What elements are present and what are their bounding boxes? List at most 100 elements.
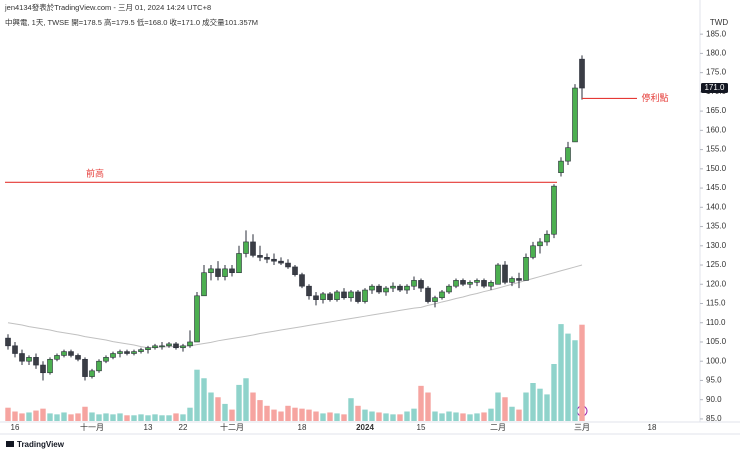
volume-bar — [117, 413, 123, 421]
candle-body — [5, 337, 11, 347]
candle-body — [26, 357, 32, 362]
candle-body — [236, 253, 242, 274]
y-tick-label: 145.0 — [706, 183, 727, 192]
candle-body — [565, 147, 571, 162]
volume-bar — [201, 378, 207, 421]
candle-body — [61, 351, 67, 356]
volume-bar — [61, 412, 67, 421]
candle-body — [215, 268, 221, 277]
volume-bar — [152, 414, 158, 421]
volume-bar — [446, 411, 452, 421]
candle-body — [75, 355, 81, 360]
candle-body — [278, 260, 284, 264]
candle-body — [516, 278, 522, 281]
y-tick-label: 115.0 — [706, 299, 726, 308]
volume-bar — [348, 398, 354, 421]
volume-bar — [19, 413, 25, 421]
volume-bar — [558, 324, 564, 421]
y-tick-label: 175.0 — [706, 68, 727, 77]
x-tick-label: 十一月 — [80, 422, 104, 432]
candle-body — [334, 291, 340, 300]
y-tick-label: 85.0 — [706, 414, 722, 423]
volume-bar — [418, 385, 424, 421]
candle-body — [264, 257, 270, 260]
volume-bar — [173, 413, 179, 421]
volume-bar — [257, 400, 263, 421]
volume-bar — [397, 414, 403, 421]
candle-body — [47, 358, 53, 374]
logo-text: TradingView — [17, 440, 65, 449]
candles — [5, 55, 585, 381]
x-tick-label: 三月 — [574, 423, 590, 432]
x-tick-label: 2024 — [356, 423, 374, 432]
candle-body — [495, 264, 501, 285]
volume-bar — [404, 411, 410, 421]
candle-body — [537, 241, 543, 247]
candle-body — [145, 347, 151, 350]
volume-bar — [194, 369, 200, 421]
candle-body — [341, 291, 347, 299]
volume-bar — [313, 411, 319, 421]
annotation-label: 停利點 — [641, 92, 668, 103]
candle-body — [180, 345, 186, 349]
volume-bar — [488, 408, 494, 421]
volume-bar — [250, 392, 256, 421]
candle-body — [544, 233, 550, 243]
volume-bar — [509, 406, 515, 421]
x-tick-label: 22 — [179, 423, 188, 432]
logo-icon — [6, 441, 14, 447]
candle-body — [250, 241, 256, 256]
y-tick-label: 120.0 — [706, 279, 727, 288]
volume-bar — [278, 411, 284, 421]
volume-bar — [362, 409, 368, 421]
candle-body — [54, 355, 60, 360]
volume-bar — [460, 413, 466, 421]
candle-body — [509, 278, 515, 283]
candle-body — [229, 268, 235, 274]
candle-body — [40, 364, 46, 374]
volume-bar — [103, 413, 109, 421]
candle-body — [166, 343, 172, 347]
volume-bar — [390, 414, 396, 421]
candle-body — [306, 285, 312, 297]
y-tick-label: 100.0 — [706, 356, 727, 365]
volume-bar — [292, 407, 298, 421]
candle-body — [208, 268, 214, 274]
candle-body — [418, 280, 424, 289]
volume-bar — [474, 413, 480, 421]
candle-body — [383, 287, 389, 293]
volume-bar — [243, 378, 249, 421]
candle-body — [362, 289, 368, 302]
currency: TWD — [710, 18, 728, 27]
y-tick-label: 135.0 — [706, 222, 727, 231]
volume-bar — [89, 412, 95, 421]
volume-bar — [229, 409, 235, 421]
volume-bar — [96, 414, 102, 421]
candle-body — [138, 349, 144, 352]
volume-bar — [411, 408, 417, 421]
candle-body — [194, 295, 200, 343]
candle-body — [523, 257, 529, 281]
last-price-tag — [701, 83, 728, 94]
volume-bar — [383, 413, 389, 421]
volume-bar — [341, 414, 347, 421]
candle-body — [376, 285, 382, 293]
candle-body — [82, 358, 88, 377]
legend: 中興電, 1天, TWSE 開=178.5 高=179.5 低=168.0 收=… — [5, 17, 258, 27]
volume-bar — [537, 388, 543, 421]
candle-body — [355, 291, 361, 302]
candle-body — [131, 351, 137, 354]
volume-bar — [467, 414, 473, 421]
volume-bar — [453, 412, 459, 421]
volume-bar — [551, 364, 557, 421]
volume-bar — [306, 409, 312, 421]
candle-body — [572, 87, 578, 143]
x-tick-label: 16 — [11, 423, 20, 432]
candle-body — [271, 258, 277, 262]
candle-body — [397, 285, 403, 291]
volume-bar — [530, 383, 536, 421]
candle-body — [103, 357, 109, 362]
candle-body — [19, 353, 25, 362]
y-tick-label: 125.0 — [706, 260, 727, 269]
